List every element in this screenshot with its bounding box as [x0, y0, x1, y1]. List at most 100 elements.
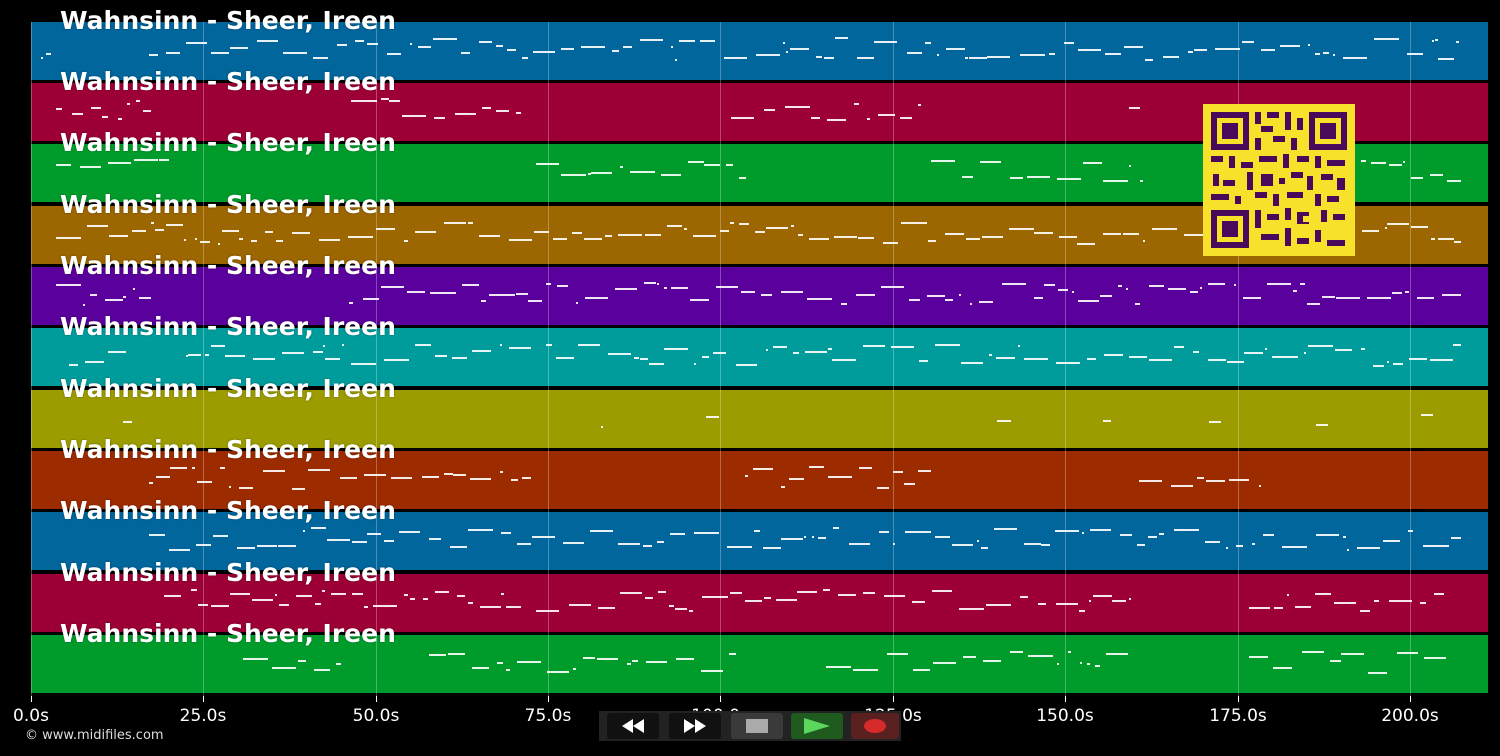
note — [912, 601, 925, 603]
play-button[interactable] — [791, 713, 843, 739]
note — [730, 592, 742, 594]
note — [640, 358, 648, 360]
note — [195, 238, 197, 240]
note — [671, 46, 673, 48]
note — [1308, 345, 1333, 347]
note — [1316, 534, 1339, 536]
tick-label-75: 75.0s — [524, 706, 572, 726]
note — [1434, 593, 1444, 595]
note — [429, 538, 441, 540]
track-9-notes — [149, 527, 1461, 551]
note — [91, 107, 101, 109]
note — [1208, 359, 1226, 361]
note — [1227, 361, 1244, 363]
stop-button[interactable] — [731, 713, 783, 739]
note — [1249, 656, 1268, 658]
note — [893, 543, 895, 545]
note — [1079, 610, 1085, 612]
note — [841, 303, 847, 305]
note — [1387, 223, 1409, 225]
note — [348, 236, 373, 238]
piano-roll: Wahnsinn - Sheer, Ireen Wahnsinn - Sheer… — [31, 8, 1488, 696]
note — [434, 117, 445, 119]
note — [854, 103, 859, 105]
track-10-title: Wahnsinn - Sheer, Ireen — [60, 558, 396, 587]
note — [1190, 291, 1198, 293]
note — [661, 174, 681, 176]
note — [1373, 365, 1384, 367]
note — [1200, 287, 1202, 289]
note — [1383, 540, 1400, 542]
note — [676, 658, 694, 660]
note — [1374, 600, 1379, 602]
note — [373, 605, 397, 607]
note — [1077, 243, 1095, 245]
note — [1163, 56, 1179, 58]
note — [132, 230, 146, 232]
note — [480, 606, 501, 608]
note — [1453, 344, 1461, 346]
note — [243, 658, 268, 660]
note — [684, 228, 687, 230]
grid-line — [203, 22, 204, 696]
note — [127, 103, 130, 105]
note — [828, 348, 832, 350]
note — [517, 661, 541, 663]
fast-forward-button[interactable] — [669, 713, 721, 739]
note — [1020, 54, 1045, 56]
note — [461, 52, 470, 54]
note — [786, 51, 788, 53]
note — [1226, 547, 1228, 549]
grid-line — [1065, 22, 1066, 696]
note — [292, 488, 305, 490]
note — [620, 592, 642, 594]
note — [713, 352, 726, 354]
note — [935, 536, 950, 538]
note — [824, 57, 834, 59]
note — [1078, 300, 1099, 302]
note — [381, 286, 404, 288]
note — [793, 352, 799, 354]
track-8-title: Wahnsinn - Sheer, Ireen — [60, 435, 396, 464]
note — [657, 283, 659, 285]
note — [1090, 529, 1111, 531]
record-button[interactable] — [851, 713, 899, 739]
note — [754, 530, 760, 532]
note — [186, 42, 207, 44]
note — [1126, 288, 1128, 290]
rewind-button[interactable] — [607, 713, 659, 739]
note — [211, 52, 229, 54]
track-9-title: Wahnsinn - Sheer, Ireen — [60, 496, 396, 525]
note — [1387, 361, 1389, 363]
track-7-title: Wahnsinn - Sheer, Ireen — [60, 374, 396, 403]
note — [387, 53, 401, 55]
note — [331, 593, 346, 595]
note — [1236, 545, 1243, 547]
note — [1323, 52, 1329, 54]
note — [1129, 598, 1131, 600]
note — [1009, 228, 1034, 230]
note — [952, 544, 973, 546]
note — [1409, 358, 1427, 360]
note — [351, 477, 357, 479]
note — [658, 591, 666, 593]
note — [1405, 291, 1409, 293]
note — [700, 40, 715, 42]
note — [211, 345, 225, 347]
note — [739, 223, 749, 225]
note — [1080, 662, 1082, 664]
note — [1423, 545, 1449, 547]
note — [1044, 284, 1055, 286]
note — [1295, 606, 1311, 608]
note — [883, 242, 898, 244]
note — [982, 236, 1003, 238]
note — [1300, 283, 1305, 285]
note — [278, 545, 296, 547]
note — [891, 346, 914, 348]
note — [1421, 414, 1433, 416]
note — [928, 240, 936, 242]
note — [536, 610, 559, 612]
note — [56, 237, 81, 239]
note — [838, 594, 856, 596]
note — [384, 540, 394, 542]
